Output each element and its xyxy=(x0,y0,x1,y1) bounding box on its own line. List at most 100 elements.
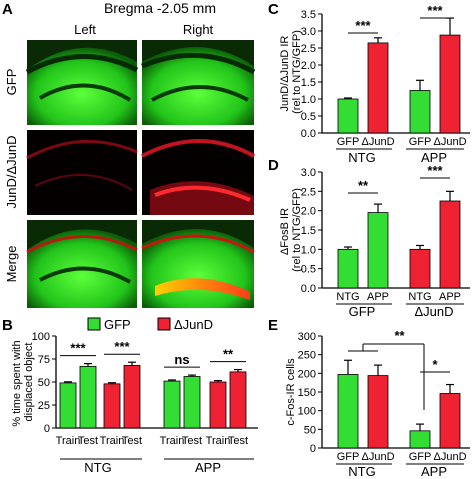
legend: GFP ΔJunD xyxy=(87,317,213,332)
c-y-label: JunD/ΔJunD IR (rel to NTG/GFP) xyxy=(279,30,303,114)
legend-label-djund: ΔJunD xyxy=(174,317,213,332)
d-y-label: ΔFosB IR (rel to NTG/GFP) xyxy=(279,188,303,272)
c-y-label-line1: JunD/ΔJunD IR xyxy=(279,36,291,112)
b-group-label-ntg: NTG xyxy=(84,460,111,475)
b-bar xyxy=(79,365,97,429)
c-bar xyxy=(409,90,431,134)
b-bar xyxy=(209,381,227,429)
c-y-ticks: 0.0 0.5 1.0 1.5 2.0 2.5 3.0 3.5 xyxy=(301,9,322,140)
e-y-label: c-Fos-IR cells xyxy=(285,358,297,426)
c-category-label: GFP xyxy=(337,136,360,148)
e-tick-label: 300 xyxy=(298,331,316,343)
d-tick-label: 2.5 xyxy=(301,186,316,198)
e-tick-label: 100 xyxy=(298,406,316,418)
c-tick-label: 2.5 xyxy=(301,43,316,55)
bregma-title: Bregma -2.05 mm xyxy=(104,0,216,16)
d-category-label: NTG xyxy=(336,291,359,303)
panel-letter-e: E xyxy=(268,317,278,334)
b-y-label-line1: % time spent with xyxy=(11,340,23,426)
c-tick-label: 0.5 xyxy=(301,111,316,123)
b-sig-label: *** xyxy=(114,339,130,354)
c-bar xyxy=(337,98,359,134)
panel-letter-c: C xyxy=(268,1,279,18)
image-jund-right xyxy=(141,130,255,215)
b-bar xyxy=(59,382,77,429)
b-category-label: Train xyxy=(100,435,125,447)
d-tick-label: 1.0 xyxy=(301,244,316,256)
d-tick-label: 0.0 xyxy=(301,283,316,295)
image-jund-left xyxy=(26,130,138,215)
b-category-label: Train xyxy=(160,435,185,447)
b-group-label-app: APP xyxy=(195,460,221,475)
row-label-gfp: GFP xyxy=(4,69,19,96)
column-label-right: Right xyxy=(183,22,214,37)
e-y-ticks: 0 50 100 150 200 250 300 xyxy=(298,331,322,455)
panel-letter-a: A xyxy=(2,1,13,18)
d-category-label: APP xyxy=(367,291,389,303)
b-y-label: % time spent with displaced object xyxy=(11,337,35,426)
panel-letter-d: D xyxy=(268,157,279,174)
b-bars: TrainTest***TrainTest***TrainTestnsTrain… xyxy=(56,339,248,447)
e-category-label: GFP xyxy=(409,451,432,463)
legend-swatch-djund xyxy=(157,317,171,331)
b-y-ticks: 0 25 50 75 100 xyxy=(32,331,56,435)
c-category-label: ΔJunD xyxy=(433,136,466,148)
d-group-label-djund: ΔJunD xyxy=(414,304,453,319)
c-sig-label: *** xyxy=(427,3,443,18)
column-label-left: Left xyxy=(74,22,96,37)
c-tick-label: 3.0 xyxy=(301,26,316,38)
d-bar xyxy=(409,248,431,289)
c-tick-label: 0.0 xyxy=(301,128,316,140)
c-tick-label: 2.0 xyxy=(301,60,316,72)
d-category-label: NTG xyxy=(408,291,431,303)
panel-letter-b: B xyxy=(2,317,13,334)
d-sig-label: *** xyxy=(427,163,443,178)
d-group-label-gfp: GFP xyxy=(349,304,376,319)
b-bar xyxy=(183,376,201,429)
image-gfp-left xyxy=(25,40,139,125)
legend-swatch-gfp xyxy=(87,317,101,331)
e-tick-label: 250 xyxy=(298,350,316,362)
b-tick-label: 25 xyxy=(38,400,50,412)
image-merge-right xyxy=(141,220,255,308)
b-sig-label: *** xyxy=(70,341,86,356)
e-category-label: ΔJunD xyxy=(361,451,394,463)
b-tick-label: 100 xyxy=(32,331,50,343)
d-sig-label: ** xyxy=(358,178,369,193)
b-bar xyxy=(103,383,121,429)
c-bar xyxy=(439,34,461,134)
e-bar xyxy=(337,374,359,449)
legend-label-gfp: GFP xyxy=(104,317,131,332)
b-sig-label: ** xyxy=(223,347,234,362)
e-bars: GFP ΔJunD GFP ΔJunD*** xyxy=(337,328,467,463)
b-tick-label: 0 xyxy=(44,423,50,435)
b-sig-label: ns xyxy=(174,352,189,367)
d-tick-label: 3.0 xyxy=(301,167,316,179)
c-category-label: ΔJunD xyxy=(361,136,394,148)
d-bars: NTG APP NTG APP***** xyxy=(336,163,461,303)
b-bar xyxy=(163,380,181,429)
c-tick-label: 1.0 xyxy=(301,94,316,106)
c-group-label-ntg: NTG xyxy=(348,150,375,165)
e-sig-label: ** xyxy=(394,328,405,343)
c-group-label-app: APP xyxy=(421,150,447,165)
e-category-label: ΔJunD xyxy=(433,451,466,463)
e-group-label-app: APP xyxy=(421,464,447,479)
d-tick-label: 1.5 xyxy=(301,225,316,237)
image-merge-left xyxy=(26,220,138,308)
panel-b: B GFP ΔJunD % time spent with displaced … xyxy=(2,317,258,475)
b-category-label: Test xyxy=(182,435,202,447)
e-bar xyxy=(367,375,389,449)
panel-a: A Bregma -2.05 mm Left Right GFP JunD/ΔJ… xyxy=(2,0,256,308)
b-category-label: Train xyxy=(206,435,231,447)
e-tick-label: 0 xyxy=(310,443,316,455)
e-group-label-ntg: NTG xyxy=(348,464,375,479)
d-category-label: APP xyxy=(439,291,461,303)
b-category-label: Test xyxy=(228,435,248,447)
d-bar xyxy=(439,200,461,289)
image-gfp-right xyxy=(141,40,256,125)
c-category-label: GFP xyxy=(409,136,432,148)
e-tick-label: 50 xyxy=(304,424,316,436)
